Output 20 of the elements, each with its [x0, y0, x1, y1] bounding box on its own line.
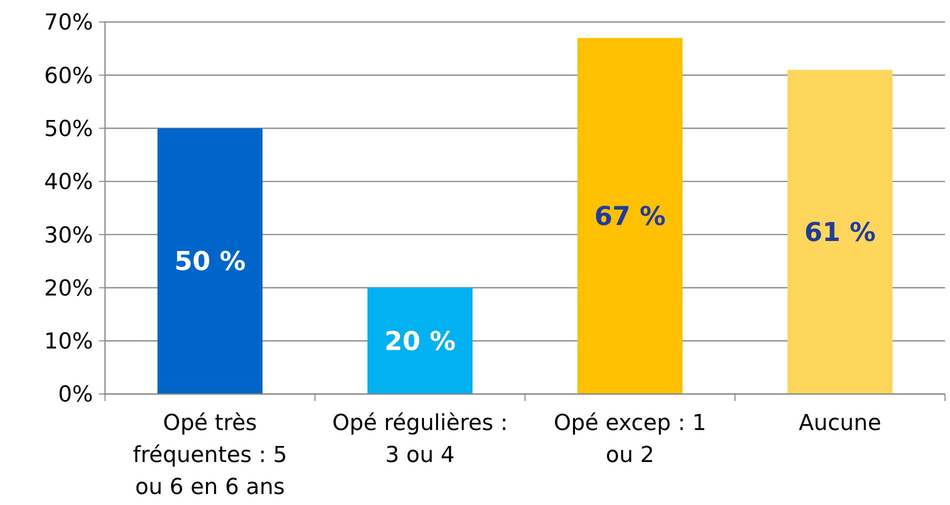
y-tick-label: 40%: [44, 170, 93, 196]
data-label: 20 %: [384, 326, 456, 357]
x-tick-label: Opé excep : 1 ou 2: [554, 411, 706, 468]
bar: [158, 128, 262, 394]
y-tick-label: 0%: [58, 382, 93, 408]
x-tick-label: Opé régulières : 3 ou 4: [332, 411, 508, 468]
y-tick-label: 10%: [44, 330, 93, 355]
y-tick-label: 70%: [44, 10, 93, 36]
y-tick-label: 30%: [44, 223, 93, 248]
x-tick-label: Aucune: [798, 411, 882, 436]
bar: [788, 70, 892, 394]
y-tick-label: 60%: [44, 64, 93, 89]
y-tick-label: 50%: [44, 116, 93, 142]
bar: [578, 38, 682, 394]
data-label: 50 %: [174, 247, 246, 278]
y-tick-label: 20%: [44, 276, 93, 302]
data-label: 67 %: [594, 202, 666, 232]
bar: [368, 288, 472, 394]
data-label: 61 %: [804, 218, 876, 248]
x-tick-label: Opé très fréquentes : 5 ou 6 en 6 ans: [132, 411, 288, 500]
